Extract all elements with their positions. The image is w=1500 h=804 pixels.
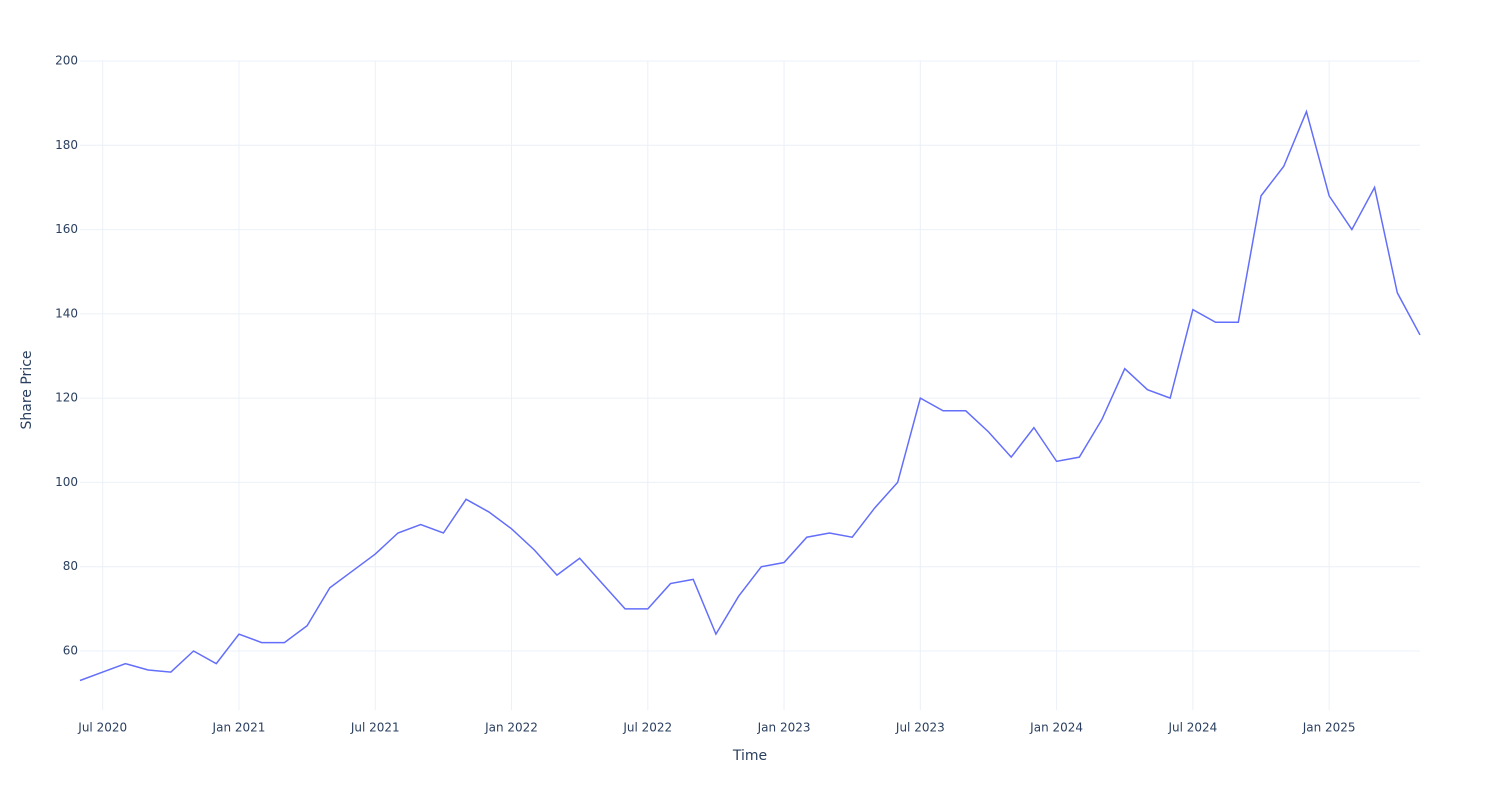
y-tick-label: 200 <box>55 54 78 68</box>
x-tick-label: Jul 2021 <box>350 721 400 735</box>
x-tick-label: Jul 2020 <box>77 721 127 735</box>
x-tick-label: Jan 2025 <box>1302 721 1356 735</box>
x-tick-label: Jul 2023 <box>895 721 945 735</box>
y-tick-label: 120 <box>55 391 78 405</box>
y-tick-label: 100 <box>55 475 78 489</box>
x-tick-label: Jan 2021 <box>212 721 266 735</box>
y-tick-label: 140 <box>55 306 78 320</box>
y-axis-title: Share Price <box>19 350 35 429</box>
y-tick-label: 160 <box>55 222 78 236</box>
x-axis-title: Time <box>732 748 767 764</box>
x-tick-label: Jul 2022 <box>622 721 672 735</box>
x-tick-label: Jan 2023 <box>757 721 811 735</box>
price-line <box>79 109 1421 682</box>
x-tick-label: Jan 2022 <box>484 721 538 735</box>
x-tick-label: Jan 2024 <box>1029 721 1083 735</box>
y-tick-label: 180 <box>55 138 78 152</box>
y-tick-label: 80 <box>63 559 78 573</box>
x-tick-label: Jul 2024 <box>1167 721 1217 735</box>
y-tick-label: 60 <box>63 644 78 658</box>
